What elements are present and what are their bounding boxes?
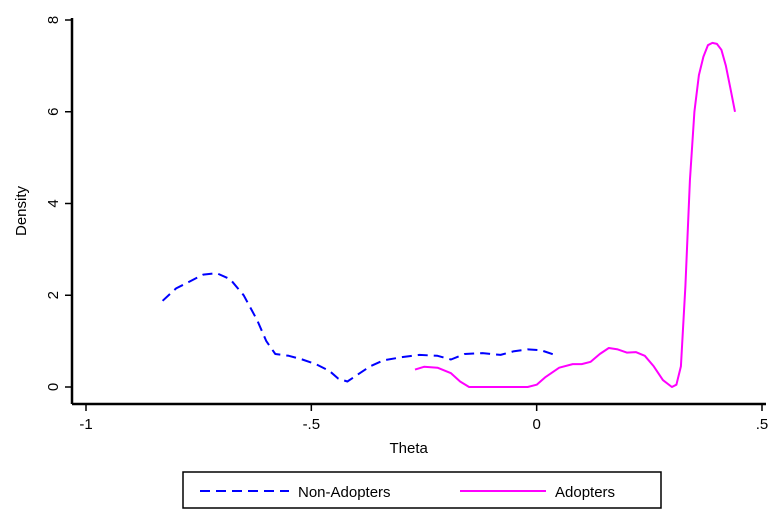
x-tick-label: 0: [532, 416, 540, 433]
y-axis: 0 2 4 6 8: [45, 16, 74, 404]
y-axis-label: Density: [13, 185, 30, 236]
legend-label: Non-Adopters: [298, 484, 391, 501]
x-axis: -1 -.5 0 .5: [72, 402, 769, 433]
x-tick-label: -1: [79, 416, 92, 433]
legend-label: Adopters: [555, 484, 615, 501]
y-tick-label: 4: [45, 199, 62, 207]
x-tick-label: .5: [756, 416, 769, 433]
series-line-adopters: [414, 41, 736, 388]
y-tick-label: 8: [45, 16, 62, 24]
y-tick-label: 6: [45, 108, 62, 116]
x-tick-label: -.5: [303, 416, 321, 433]
series-layer: [161, 41, 736, 388]
legend-box: [182, 471, 662, 509]
legend: Non-Adopters Adopters: [182, 471, 662, 509]
y-tick-label: 0: [45, 383, 62, 391]
y-tick-label: 2: [45, 291, 62, 299]
x-axis-label: Theta: [389, 440, 428, 457]
series-line-non-adopters: [161, 272, 556, 383]
